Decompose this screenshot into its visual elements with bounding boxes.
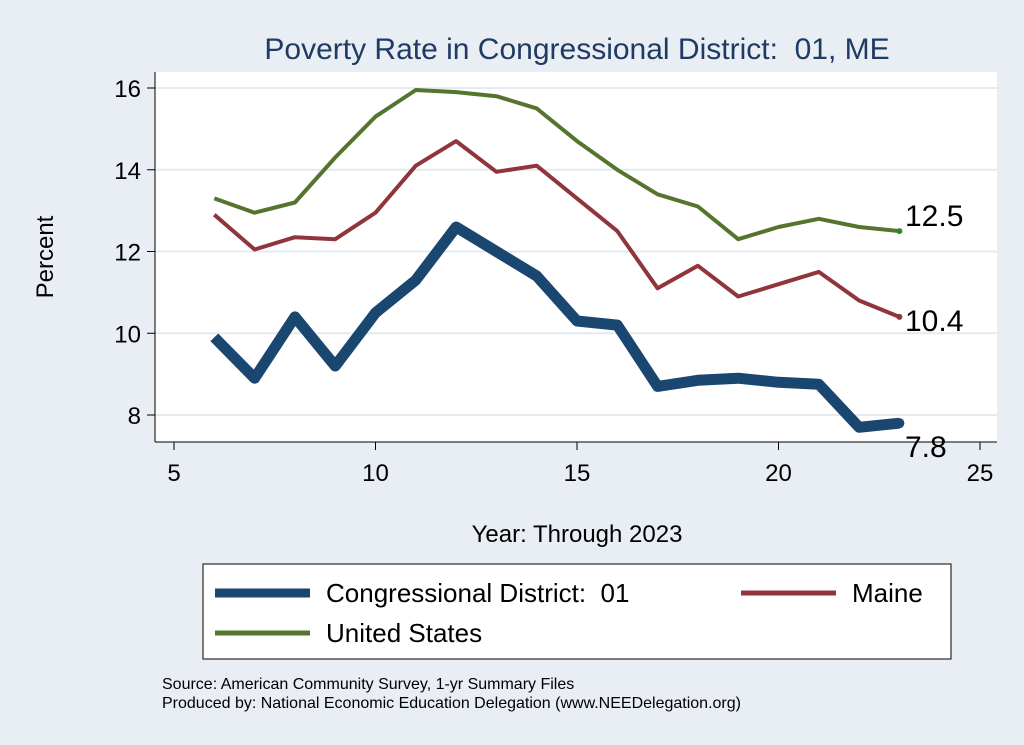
chart-title: Poverty Rate in Congressional District: …: [264, 33, 889, 66]
y-tick-label: 8: [128, 403, 141, 430]
x-tick-label: 25: [967, 460, 994, 487]
legend-box: [202, 563, 952, 660]
series-district-end-label: 7.8: [905, 431, 947, 464]
series-district-end-marker: [894, 418, 905, 429]
plot-area: [155, 72, 997, 442]
source-note: Source: American Community Survey, 1-yr …: [162, 676, 574, 693]
x-tick-label: 20: [765, 460, 792, 487]
series-maine-end-marker: [896, 313, 903, 320]
legend-label-district: Congressional District: 01: [326, 578, 629, 608]
series-maine-line: [212, 139, 901, 319]
series-maine-end-label: 10.4: [905, 305, 963, 338]
legend-label-maine: Maine: [852, 578, 923, 608]
producer-note: Produced by: National Economic Education…: [162, 695, 741, 712]
legend-label-us: United States: [326, 618, 482, 648]
y-tick-label: 14: [114, 158, 141, 185]
x-tick-label: 5: [167, 460, 180, 487]
y-tick-label: 10: [114, 321, 141, 348]
x-axis-label: Year: Through 2023: [472, 521, 683, 548]
series-us-end-label: 12.5: [905, 200, 963, 233]
x-tick-label: 15: [564, 460, 591, 487]
y-axis-label: Percent: [32, 215, 59, 298]
series-district-line: [210, 221, 900, 433]
series-us-end-marker: [896, 228, 903, 235]
series-us-line: [213, 88, 900, 242]
legend: Congressional District: 01 Maine United …: [202, 563, 952, 660]
x-tick-label: 10: [362, 460, 389, 487]
y-tick-label: 16: [114, 76, 141, 103]
y-tick-label: 12: [114, 240, 141, 267]
